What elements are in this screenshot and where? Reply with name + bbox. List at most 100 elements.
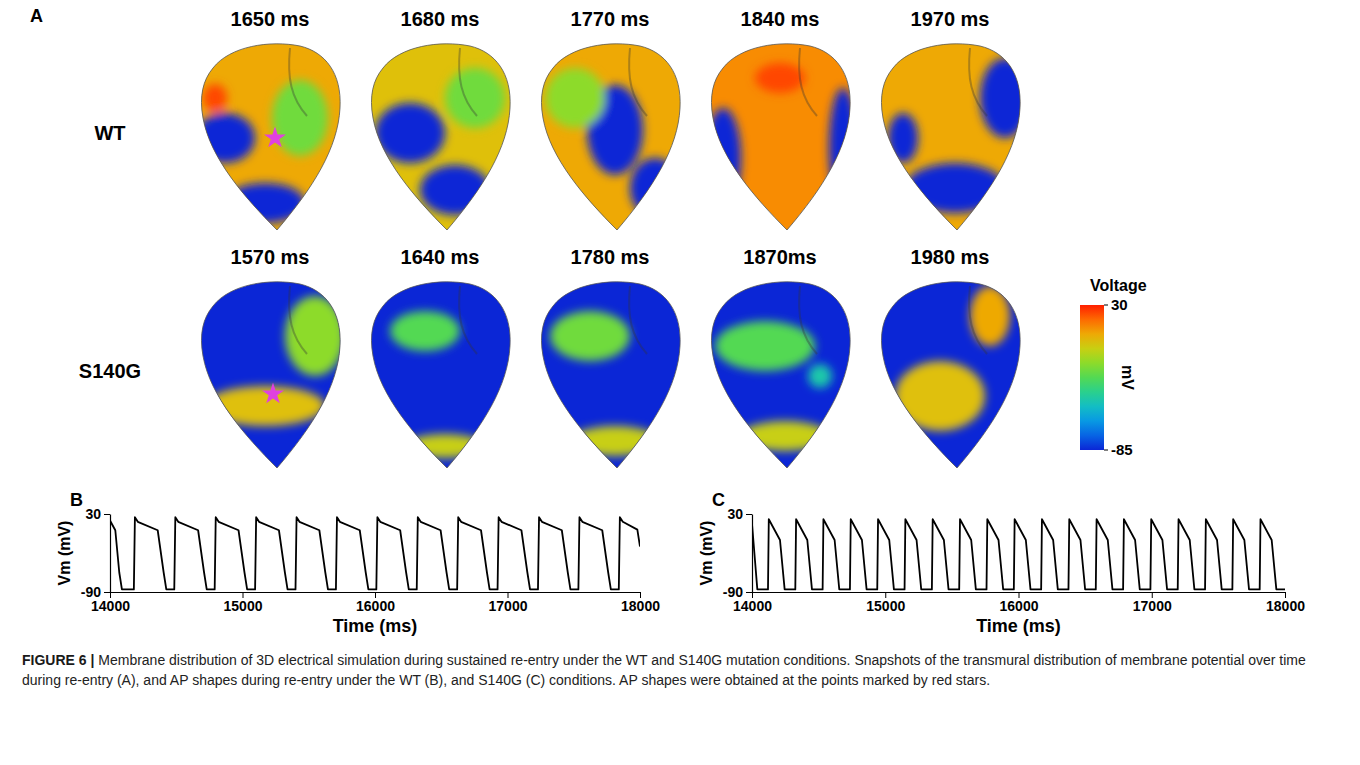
- panel-label: A: [30, 6, 43, 26]
- heart-outline: [711, 282, 850, 468]
- y-axis: 30 -90: [81, 506, 111, 600]
- x-tick-label: 14000: [91, 598, 130, 614]
- heart-ground: [365, 276, 515, 471]
- potential-patch: [705, 108, 741, 208]
- plot-area: [752, 519, 1285, 589]
- heart-outline: [201, 44, 340, 230]
- y-tick-label: -90: [723, 584, 743, 600]
- x-tick-label: 18000: [621, 598, 660, 614]
- snapshot-time: 1970 ms: [911, 8, 990, 30]
- potential-patch: [888, 113, 918, 163]
- potential-patch: [829, 88, 857, 208]
- figure: AWT1650 ms1680 ms1770 ms1840 ms1970 msS1…: [0, 0, 1360, 648]
- y-axis: 30 -90: [723, 506, 753, 600]
- potential-patch: [195, 113, 255, 163]
- septum-line: [969, 286, 987, 354]
- x-tick: 15000: [224, 592, 263, 614]
- x-tick-label: 16000: [1000, 598, 1039, 614]
- x-tick: 18000: [621, 592, 660, 614]
- potential-patch: [405, 434, 485, 458]
- y-tick: -90: [81, 584, 110, 600]
- potential-patch: [225, 183, 305, 223]
- potential-patch: [545, 68, 605, 128]
- heart-outline: [371, 44, 510, 230]
- snapshot-time: 1680 ms: [401, 8, 480, 30]
- potential-patch: [203, 84, 227, 112]
- snapshot-time: 1650 ms: [231, 8, 310, 30]
- snapshot-time: 1980 ms: [911, 246, 990, 268]
- heart-snapshot: [195, 38, 345, 233]
- x-tick: 15000: [866, 592, 905, 614]
- potential-patch: [740, 421, 830, 451]
- panel-label: C: [712, 490, 725, 510]
- potential-patch: [420, 165, 490, 215]
- heart-snapshot: [705, 38, 857, 233]
- heart-outline: [201, 282, 340, 468]
- x-tick-label: 14000: [733, 598, 772, 614]
- snapshot-time: 1870ms: [743, 246, 816, 268]
- heart-outline: [881, 44, 1020, 230]
- colorbar-tick: [1104, 305, 1108, 306]
- heart-outline: [881, 282, 1020, 468]
- potential-patch: [905, 163, 1005, 213]
- septum-line: [289, 48, 307, 116]
- x-tick: 16000: [1000, 592, 1039, 614]
- potential-patch: [550, 311, 630, 361]
- septum-line: [799, 48, 817, 116]
- heart-ground: [535, 276, 685, 471]
- x-tick: 18000: [1266, 592, 1305, 614]
- x-axis: 14000 15000 16000 17000 18000: [733, 592, 1305, 614]
- heart-outline: [541, 282, 680, 468]
- x-tick: 17000: [1133, 592, 1172, 614]
- y-tick: 30: [85, 506, 110, 522]
- potential-patch: [980, 58, 1030, 138]
- caption-label: FIGURE 6 |: [22, 652, 94, 668]
- potential-patch: [715, 321, 815, 371]
- potential-patch: [808, 364, 832, 388]
- potential-patch: [390, 311, 460, 351]
- heart-snapshot: [875, 276, 1025, 471]
- y-tick: -90: [723, 584, 752, 600]
- septum-line: [799, 286, 817, 354]
- snapshot-time: 1570 ms: [231, 246, 310, 268]
- x-axis-title: Time (ms): [976, 616, 1061, 636]
- y-tick-label: -90: [81, 584, 101, 600]
- heart-outline: [541, 44, 680, 230]
- heart-ground: [365, 38, 515, 233]
- x-tick-label: 18000: [1266, 598, 1305, 614]
- x-axis: 14000 15000 16000 17000 18000: [91, 592, 660, 614]
- heart-snapshot: [365, 276, 515, 471]
- heart-snapshot: [875, 38, 1030, 233]
- x-tick-label: 16000: [356, 598, 395, 614]
- x-tick-label: 17000: [489, 598, 528, 614]
- snapshot-time: 1780 ms: [571, 246, 650, 268]
- septum-line: [629, 286, 647, 354]
- x-tick-label: 15000: [224, 598, 263, 614]
- heart-ground: [705, 276, 855, 471]
- caption-text: Membrane distribution of 3D electrical s…: [22, 652, 1306, 688]
- tick-mark: [746, 514, 752, 515]
- y-tick: 30: [727, 506, 752, 522]
- x-tick-label: 17000: [1133, 598, 1172, 614]
- x-tick: 17000: [489, 592, 528, 614]
- colorbar: [1080, 305, 1104, 450]
- panel-label: B: [70, 490, 83, 510]
- space: [94, 652, 98, 668]
- heart-snapshot: [705, 276, 855, 471]
- colorbar-unit: mV: [1119, 365, 1136, 390]
- row-label: WT: [94, 122, 125, 144]
- recording-star: [262, 382, 284, 403]
- colorbar-tick-label: -85: [1111, 441, 1133, 458]
- heart-snapshot: [195, 276, 345, 471]
- ap-trace: [110, 517, 640, 589]
- x-axis-title: Time (ms): [333, 616, 418, 636]
- potential-patch: [445, 68, 505, 128]
- colorbar-tick-label: 30: [1111, 296, 1128, 313]
- heart-outline: [371, 282, 510, 468]
- y-axis-title: Vm (mV): [56, 521, 73, 586]
- y-axis-title: Vm (mV): [698, 521, 715, 586]
- heart-ground: [875, 276, 1025, 471]
- potential-patch: [375, 103, 445, 163]
- x-tick: 16000: [356, 592, 395, 614]
- septum-line: [629, 48, 647, 116]
